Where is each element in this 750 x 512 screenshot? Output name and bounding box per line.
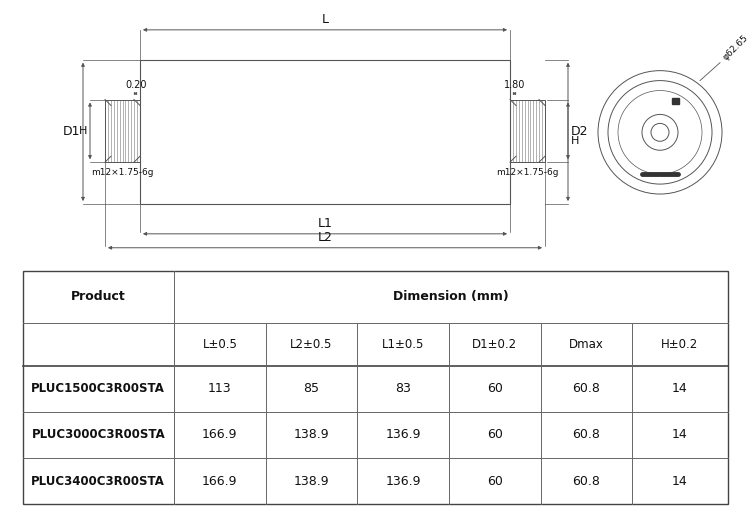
- Text: 60.8: 60.8: [572, 382, 601, 395]
- Text: D1: D1: [62, 125, 80, 138]
- Text: PLUC3400C3R00STA: PLUC3400C3R00STA: [32, 475, 165, 487]
- Text: φ62.65: φ62.65: [721, 33, 750, 61]
- Text: 166.9: 166.9: [202, 429, 238, 441]
- Text: H: H: [79, 126, 87, 136]
- Text: 14: 14: [672, 382, 688, 395]
- Text: PLUC3000C3R00STA: PLUC3000C3R00STA: [32, 429, 165, 441]
- Text: 60.8: 60.8: [572, 475, 601, 487]
- Text: m12×1.75-6g: m12×1.75-6g: [92, 167, 154, 177]
- Bar: [672, 97, 679, 104]
- Bar: [510, 99, 545, 162]
- Text: D1±0.2: D1±0.2: [472, 337, 518, 351]
- Text: 83: 83: [395, 382, 411, 395]
- Text: Dimension (mm): Dimension (mm): [393, 290, 508, 304]
- Text: L1±0.5: L1±0.5: [382, 337, 424, 351]
- Text: 136.9: 136.9: [386, 475, 421, 487]
- Text: 138.9: 138.9: [294, 429, 329, 441]
- Text: L±0.5: L±0.5: [202, 337, 237, 351]
- Text: H: H: [571, 136, 579, 146]
- Text: m12×1.75-6g: m12×1.75-6g: [496, 167, 559, 177]
- Text: 14: 14: [672, 475, 688, 487]
- Bar: [140, 60, 510, 204]
- Text: 60: 60: [487, 382, 502, 395]
- Text: 60.8: 60.8: [572, 429, 601, 441]
- Text: D2: D2: [571, 125, 589, 138]
- Text: 1.80: 1.80: [504, 79, 526, 90]
- Text: 166.9: 166.9: [202, 475, 238, 487]
- Text: L1: L1: [317, 217, 332, 230]
- Text: 14: 14: [672, 429, 688, 441]
- Text: L2: L2: [317, 231, 332, 244]
- Text: 0.20: 0.20: [125, 79, 147, 90]
- Text: 60: 60: [487, 475, 502, 487]
- Text: L: L: [322, 13, 328, 26]
- Text: 138.9: 138.9: [294, 475, 329, 487]
- Text: Product: Product: [71, 290, 126, 304]
- Text: Dmax: Dmax: [569, 337, 604, 351]
- Text: PLUC1500C3R00STA: PLUC1500C3R00STA: [32, 382, 165, 395]
- Text: 60: 60: [487, 429, 502, 441]
- Text: 85: 85: [304, 382, 320, 395]
- Text: L2±0.5: L2±0.5: [290, 337, 333, 351]
- Text: 113: 113: [208, 382, 232, 395]
- Text: H±0.2: H±0.2: [662, 337, 698, 351]
- Bar: [105, 99, 140, 162]
- Text: 136.9: 136.9: [386, 429, 421, 441]
